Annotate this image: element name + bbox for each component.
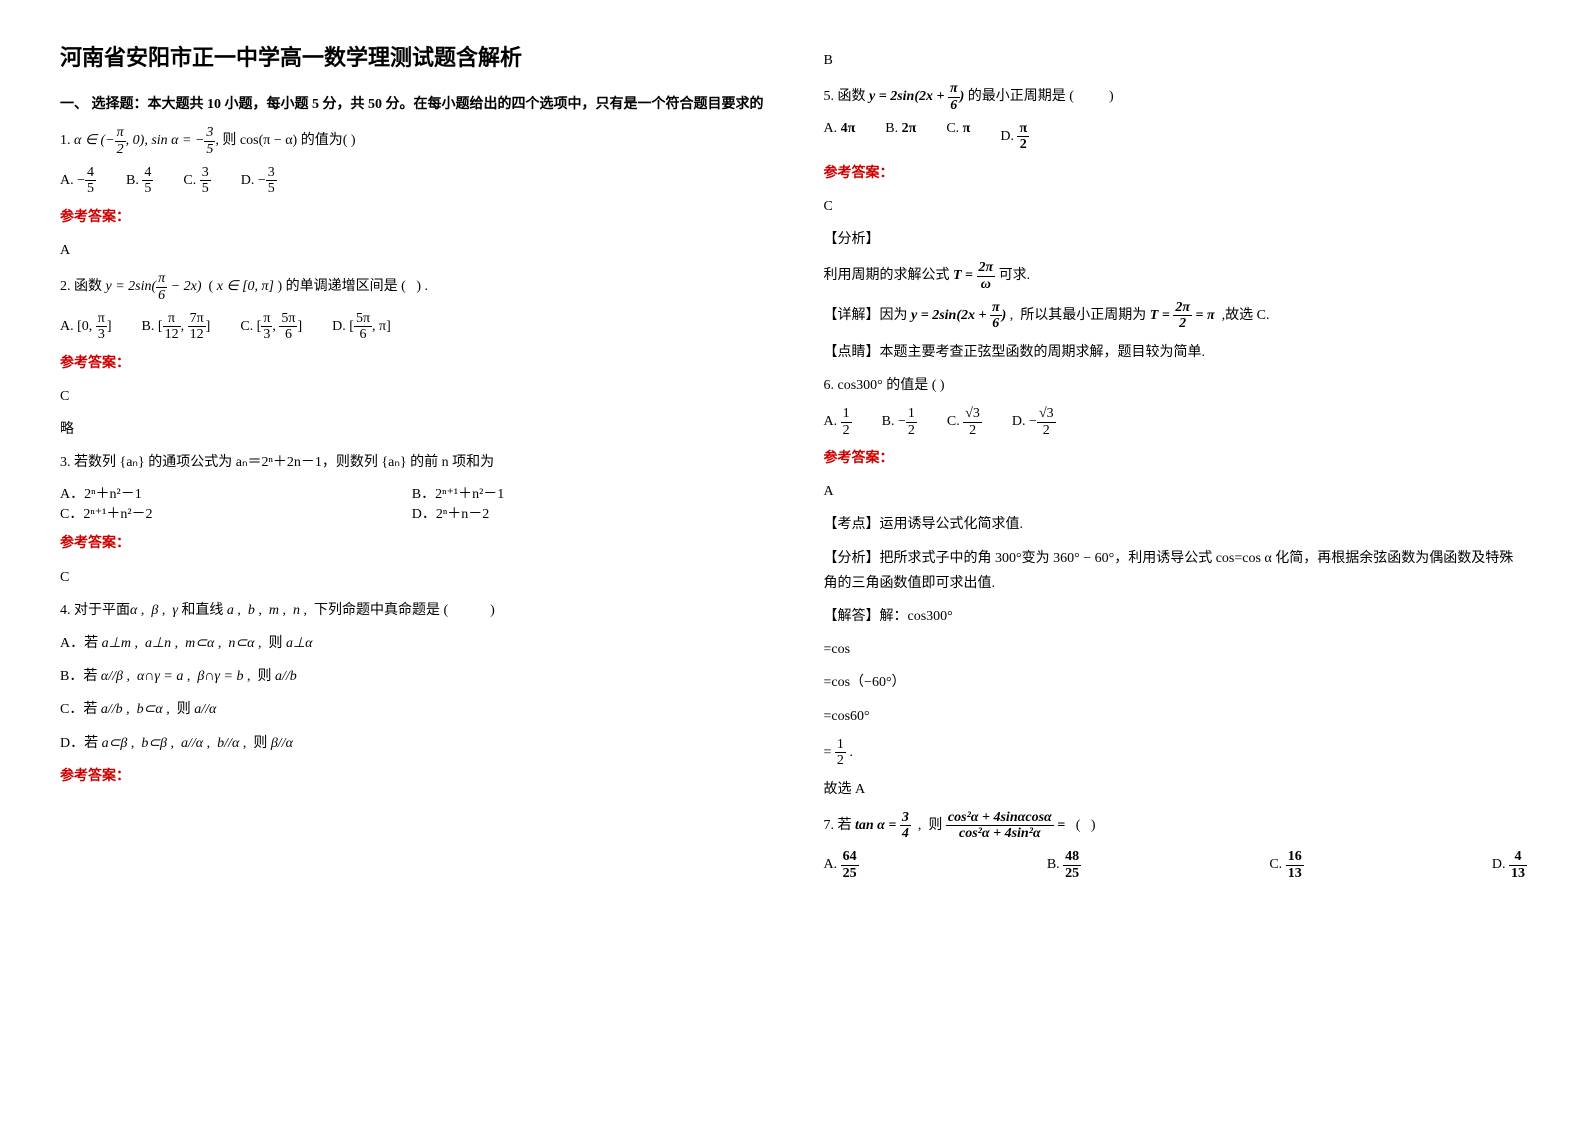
q2-note: 略: [60, 417, 764, 442]
q6-stem: 6. cos300° 的值是 ( ): [824, 373, 1528, 398]
q3-options: A．2ⁿ＋n²－1 C．2ⁿ⁺¹＋n²－2 B．2ⁿ⁺¹＋n²－1 D．2ⁿ＋n…: [60, 483, 764, 523]
q6-opt-c: C. √32: [947, 406, 982, 438]
q5-analysis: 利用周期的求解公式 T = 2πω 可求.: [824, 260, 1528, 292]
q1-opt-b: B. 45: [126, 165, 153, 197]
q3-answer-label: 参考答案：: [60, 531, 764, 556]
q6-solve-2: =cos（−60°）: [824, 670, 1528, 695]
q2-options: A. [0, π3] B. [π12, 7π12] C. [π3, 5π6] D…: [60, 311, 764, 343]
q6-answer: A: [824, 479, 1528, 504]
q6-answer-label: 参考答案：: [824, 446, 1528, 471]
q3-opt-b: B．2ⁿ⁺¹＋n²－1: [412, 483, 764, 503]
q3-opt-a: A．2ⁿ＋n²－1: [60, 483, 412, 503]
q1-suffix: 则 cos(π − α) 的值为( ): [222, 133, 355, 148]
q2-opt-d: D. [5π6, π]: [332, 311, 391, 343]
q7-options: A. 6425 B. 4825 C. 1613 D. 413: [824, 849, 1528, 881]
q5-opt-b: B. 2π: [885, 121, 916, 153]
section-intro: 一、 选择题：本大题共 10 小题，每小题 5 分，共 50 分。在每小题给出的…: [60, 92, 764, 117]
q5-opt-d: D. π2: [1000, 121, 1029, 153]
q4-opt-c: C．若 a//b , b⊂α , 则 a//α: [60, 697, 764, 722]
q6-opt-a: A. 12: [824, 406, 852, 438]
q6-analysis: 【分析】把所求式子中的角 300°变为 360° − 60°，利用诱导公式 co…: [824, 546, 1528, 596]
q4-opt-b: B．若 α//β , α∩γ = a , β∩γ = b , 则 a//b: [60, 664, 764, 689]
q4-opt-d: D．若 a⊂β , b⊂β , a//α , b//α , 则 β//α: [60, 731, 764, 756]
page-title: 河南省安阳市正一中学高一数学理测试题含解析: [60, 40, 764, 72]
q3-stem: 3. 若数列 {aₙ} 的通项公式为 aₙ＝2ⁿ＋2n－1，则数列 {aₙ} 的…: [60, 450, 764, 475]
q6-solve-1: =cos: [824, 637, 1528, 662]
q5-detail: 【详解】因为 y = 2sin(2x + π6) , 所以其最小正周期为 T =…: [824, 300, 1528, 332]
q6-solve-4: = 12 .: [824, 737, 1528, 769]
q3-answer: C: [60, 565, 764, 590]
q5-options: A. 4π B. 2π C. π D. π2: [824, 121, 1528, 153]
q1-prefix: 1.: [60, 133, 74, 148]
q1-answer-label: 参考答案：: [60, 205, 764, 230]
q5-point: 【点睛】本题主要考查正弦型函数的周期求解，题目较为简单.: [824, 340, 1528, 365]
q4-answer-label: 参考答案：: [60, 764, 764, 789]
q7-opt-c: C. 1613: [1269, 849, 1303, 881]
q5-opt-c: C. π: [946, 121, 970, 153]
q6-solve-3: =cos60°: [824, 704, 1528, 729]
q6-point: 【考点】运用诱导公式化简求值.: [824, 512, 1528, 537]
q5-opt-a: A. 4π: [824, 121, 856, 153]
q6-choose: 故选 A: [824, 777, 1528, 802]
q5-analysis-label: 【分析】: [824, 227, 1528, 252]
q2-answer: C: [60, 384, 764, 409]
q5-answer: C: [824, 194, 1528, 219]
q7-opt-d: D. 413: [1492, 849, 1527, 881]
q6-opt-b: B. −12: [882, 406, 917, 438]
q2-opt-a: A. [0, π3]: [60, 311, 112, 343]
q6-solve-0: 【解答】解：cos300°: [824, 604, 1528, 629]
q2-answer-label: 参考答案：: [60, 351, 764, 376]
q1-formula: α ∈ (−π2, 0), sin α = −35,: [74, 133, 222, 148]
q7-opt-a: A. 6425: [824, 849, 859, 881]
q7-stem: 7. 若 tan α = 34 , 则 cos²α + 4sinαcosαcos…: [824, 810, 1528, 842]
q1-opt-a: A. −45: [60, 165, 96, 197]
q3-opt-c: C．2ⁿ⁺¹＋n²－2: [60, 503, 412, 523]
q2-opt-b: B. [π12, 7π12]: [142, 311, 211, 343]
q6-options: A. 12 B. −12 C. √32 D. −√32: [824, 406, 1528, 438]
q4-answer: B: [824, 48, 1528, 73]
q4-opt-a: A．若 a⊥m , a⊥n , m⊂α , n⊂α , 则 a⊥α: [60, 631, 764, 656]
q1-options: A. −45 B. 45 C. 35 D. −35: [60, 165, 764, 197]
q2-stem: 2. 函数 y = 2sin(π6 − 2x) ( x ∈ [0, π] ) 的…: [60, 271, 764, 303]
q7-opt-b: B. 4825: [1047, 849, 1081, 881]
q5-stem: 5. 函数 y = 2sin(2x + π6) 的最小正周期是 ( ): [824, 81, 1528, 113]
q1-stem: 1. α ∈ (−π2, 0), sin α = −35, 则 cos(π − …: [60, 125, 764, 157]
q1-opt-c: C. 35: [183, 165, 210, 197]
q4-stem: 4. 对于平面α , β , γ 和直线 a , b , m , n , 下列命…: [60, 598, 764, 623]
q1-opt-d: D. −35: [241, 165, 277, 197]
q6-opt-d: D. −√32: [1012, 406, 1056, 438]
q3-opt-d: D．2ⁿ＋n－2: [412, 503, 764, 523]
q5-answer-label: 参考答案：: [824, 161, 1528, 186]
q2-opt-c: C. [π3, 5π6]: [240, 311, 302, 343]
q1-answer: A: [60, 238, 764, 263]
